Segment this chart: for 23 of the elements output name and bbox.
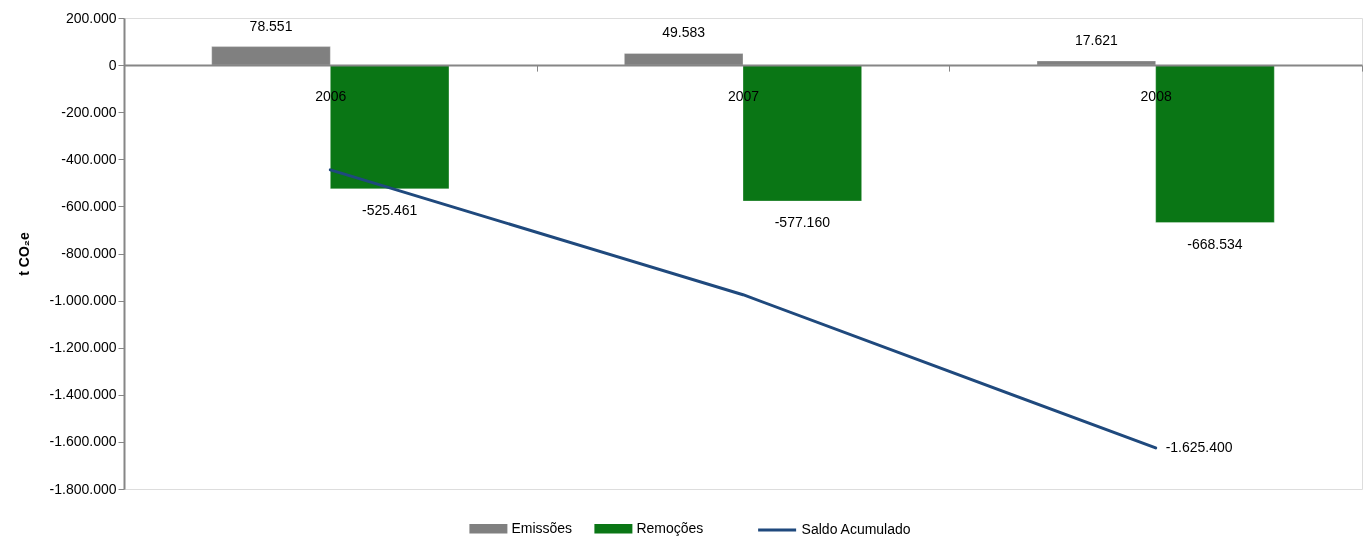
y-tick-label: -1.000.000 (49, 292, 117, 309)
y-tick-label: 200.000 (65, 9, 117, 26)
y-tick-label: -1.400.000 (49, 386, 117, 403)
y-tick-label: 0 (108, 56, 117, 73)
legend-label: Emissões (511, 519, 573, 536)
legend-label: Saldo Acumulado (801, 521, 911, 537)
legend-label: Remoções (636, 519, 704, 536)
y-axis-title: t CO₂e (15, 232, 32, 276)
y-tick-label: -200.000 (61, 103, 117, 120)
y-tick-label: -400.000 (61, 150, 117, 167)
data-label: 78.551 (249, 17, 293, 34)
data-label: -668.534 (1187, 235, 1243, 252)
x-tick-label: 2008 (1140, 87, 1172, 104)
data-label: -1.625.400 (1165, 438, 1233, 455)
y-tick-label: -800.000 (61, 245, 117, 261)
data-label: 17.621 (1074, 31, 1118, 48)
y-tick-label: -1.200.000 (49, 339, 117, 356)
y-tick-label: -1.800.000 (49, 480, 117, 497)
y-tick-label: -600.000 (61, 197, 117, 214)
data-label: 49.583 (662, 24, 706, 41)
y-tick-label: -1.600.000 (49, 433, 117, 450)
data-label: -577.160 (774, 214, 831, 231)
data-label: -525.461 (362, 201, 418, 218)
